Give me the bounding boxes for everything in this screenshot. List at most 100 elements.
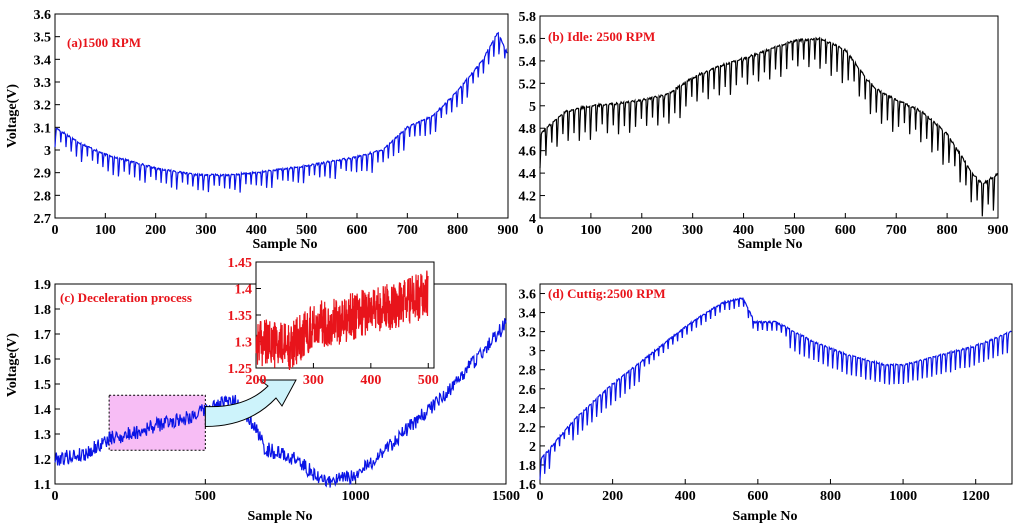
x-axis-title: Sample No: [738, 237, 803, 252]
series-line: [54, 318, 507, 488]
panel-d: 0 200 400 600 800 1000 1200 1.6 1.8 2 2.2 2.4 2.6 2.…: [519, 283, 1013, 524]
x-ticks: 0 500 1000 1500: [52, 479, 520, 504]
series-line: [54, 31, 508, 193]
y-tick-label: 1.25: [228, 362, 253, 377]
y-tick-label: 1.35: [228, 309, 253, 324]
zoom-arrow: [204, 379, 297, 428]
axes-box: [539, 15, 999, 219]
axes-box: [54, 13, 509, 219]
inset-x-ticks: 200 300 400 500: [246, 363, 439, 388]
x-tick-label: 900: [988, 223, 1009, 238]
y-tick-label: 1.6: [519, 478, 537, 493]
panel-label: (a)1500 RPM: [67, 35, 141, 50]
y-tick-label: 1.5: [34, 378, 52, 393]
x-tick-label: 500: [296, 223, 317, 238]
x-tick-label: 600: [747, 489, 768, 504]
y-tick-label: 4.4: [519, 167, 537, 182]
y-tick-label: 5.4: [519, 55, 537, 70]
panel-a: 0 100 200 300 400 500 600 700 800 900 2.7 2.8 2.9 3 3…: [5, 8, 519, 252]
plot-frame: [539, 283, 1013, 485]
y-tick-label: 5.2: [519, 77, 537, 92]
series-line: [539, 36, 998, 217]
panel-label: (c) Deceleration process: [60, 290, 192, 305]
axes-box: [539, 283, 1013, 485]
x-tick-label: 500: [418, 373, 439, 388]
x-tick-label: 0: [537, 489, 544, 504]
y-tick-label: 3.6: [34, 8, 52, 23]
y-tick-label: 1.3: [235, 336, 253, 351]
y-tick-label: 3.1: [34, 121, 52, 136]
y-tick-label: 1.4: [235, 283, 253, 298]
y-tick-label: 1.6: [34, 353, 52, 368]
x-tick-label: 200: [631, 223, 652, 238]
panel-label: (b) Idle: 2500 RPM: [548, 29, 655, 44]
x-tick-label: 300: [303, 373, 324, 388]
x-tick-label: 100: [95, 223, 116, 238]
y-tick-label: 1.9: [34, 278, 52, 293]
x-axis-title: Sample No: [248, 509, 313, 524]
y-tick-label: 1.3: [34, 428, 52, 443]
inset-series-line: [255, 270, 429, 371]
y-tick-label: 2.8: [34, 189, 52, 204]
x-axis-title: Sample No: [733, 509, 798, 524]
x-tick-label: 400: [675, 489, 696, 504]
x-tick-label: 0: [52, 489, 59, 504]
x-tick-label: 700: [397, 223, 418, 238]
x-tick-label: 500: [195, 489, 216, 504]
x-tick-label: 400: [733, 223, 754, 238]
x-tick-label: 0: [537, 223, 544, 238]
x-ticks: 0 100 200 300 400 500 600 700 800 900: [537, 213, 1009, 238]
y-tick-label: 1.4: [34, 403, 52, 418]
panel-label: (d) Cuttig:2500 RPM: [548, 286, 666, 301]
x-tick-label: 100: [580, 223, 601, 238]
x-tick-label: 200: [602, 489, 623, 504]
x-tick-label: 700: [886, 223, 907, 238]
y-ticks: 1.6 1.8 2 2.2 2.4 2.6 2.8 3 3.2 3.4 3.6: [519, 288, 545, 493]
y-tick-label: 4: [529, 212, 536, 227]
y-tick-label: 2.6: [519, 383, 537, 398]
x-tick-label: 200: [246, 373, 267, 388]
y-tick-label: 3.4: [34, 53, 52, 68]
x-tick-label: 300: [682, 223, 703, 238]
y-ticks: 4 4.2 4.4 4.6 4.8 5 5.2 5.4 5.6 5.8: [519, 10, 545, 227]
x-axis-title: Sample No: [253, 237, 318, 252]
x-tick-label: 1000: [342, 489, 370, 504]
panel-b: 0 100 200 300 400 500 600 700 800 900 4 4.2 4.4 4.6 4…: [519, 10, 1009, 252]
y-tick-label: 1.8: [519, 459, 537, 474]
x-tick-label: 1500: [492, 489, 520, 504]
y-tick-label: 5: [529, 100, 536, 115]
y-tick-label: 2.7: [34, 212, 52, 227]
y-tick-label: 1.7: [34, 328, 52, 343]
y-tick-label: 3.6: [519, 288, 537, 303]
y-tick-label: 5.8: [519, 10, 537, 25]
x-tick-label: 300: [196, 223, 217, 238]
panel-c: 0 500 1000 1500 1.1 1.2 1.3 1.4 1.5 1.6 1.7 1.8 1.9…: [5, 256, 520, 524]
x-tick-label: 1200: [962, 489, 990, 504]
x-ticks: 0 100 200 300 400 500 600 700 800 900: [52, 213, 519, 238]
y-ticks: 2.7 2.8 2.9 3 3.1 3.2 3.3 3.4 3.5 3.6: [34, 8, 60, 227]
y-tick-label: 1.8: [34, 303, 52, 318]
x-tick-label: 400: [246, 223, 267, 238]
x-tick-label: 900: [498, 223, 519, 238]
y-tick-label: 2.9: [34, 167, 52, 182]
x-tick-label: 0: [52, 223, 59, 238]
y-axis-title: Voltage(V): [5, 333, 20, 397]
x-tick-label: 500: [784, 223, 805, 238]
plot-frame: [539, 15, 999, 219]
inset-y-ticks: 1.25 1.3 1.35 1.4 1.45: [228, 256, 261, 377]
y-tick-label: 1.2: [34, 453, 52, 468]
y-tick-label: 4.8: [519, 122, 537, 137]
series-line: [539, 297, 1012, 480]
plot-frame: [54, 13, 509, 219]
x-tick-label: 800: [447, 223, 468, 238]
y-tick-label: 3.2: [519, 326, 537, 341]
y-tick-label: 4.2: [519, 190, 537, 205]
x-tick-label: 600: [835, 223, 856, 238]
y-tick-label: 4.6: [519, 145, 537, 160]
y-tick-label: 3: [44, 144, 51, 159]
y-tick-label: 3.2: [34, 99, 52, 114]
y-tick-label: 2.4: [519, 402, 537, 417]
y-ticks: 1.1 1.2 1.3 1.4 1.5 1.6 1.7 1.8 1.9: [34, 278, 60, 493]
x-tick-label: 800: [937, 223, 958, 238]
